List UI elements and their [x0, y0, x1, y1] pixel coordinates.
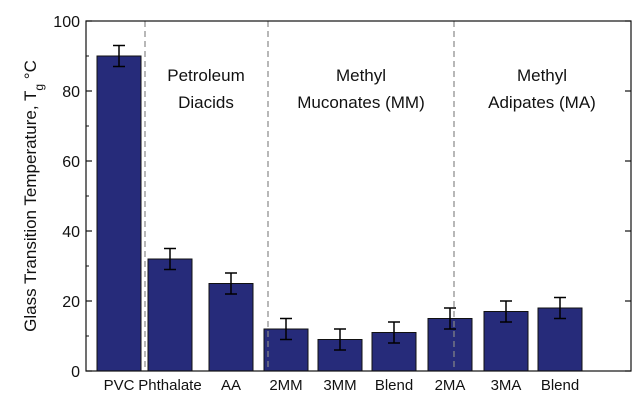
group-label-3-line-2: Adipates (MA)	[488, 93, 596, 112]
y-axis-label-main: Glass Transition Temperature, T	[21, 91, 40, 332]
y-axis-label: Glass Transition Temperature, Tg °C	[21, 60, 46, 332]
x-tick-label-9: Blend	[541, 377, 579, 392]
x-tick-label-6: Blend	[375, 377, 413, 392]
y-axis-label-subscript: g	[32, 84, 46, 91]
group-label-1-line-2: Diacids	[178, 93, 234, 112]
y-tick-label-0: 0	[71, 364, 80, 381]
y-tick-label-100: 100	[53, 14, 80, 31]
x-tick-label-3: AA	[221, 377, 241, 392]
x-tick-label-7: 2MA	[435, 377, 466, 392]
group-label-2-line-1: Methyl	[336, 66, 386, 85]
bar-1	[97, 56, 141, 371]
x-tick-label-2: Phthalate	[138, 377, 201, 392]
bar-3	[209, 284, 253, 372]
y-tick-label-80: 80	[62, 84, 80, 101]
y-tick-label-20: 20	[62, 294, 80, 311]
group-label-1-line-1: Petroleum	[167, 66, 244, 85]
group-label-3-line-1: Methyl	[517, 66, 567, 85]
y-axis-label-unit: °C	[21, 60, 40, 84]
x-tick-label-8: 3MA	[491, 377, 522, 392]
x-tick-label-1: PVC	[104, 377, 135, 392]
x-tick-label-5: 3MM	[323, 377, 356, 392]
y-tick-label-60: 60	[62, 154, 80, 171]
group-label-2-line-2: Muconates (MM)	[297, 93, 425, 112]
x-tick-label-4: 2MM	[269, 377, 302, 392]
bar-2	[148, 259, 192, 371]
y-tick-label-40: 40	[62, 224, 80, 241]
